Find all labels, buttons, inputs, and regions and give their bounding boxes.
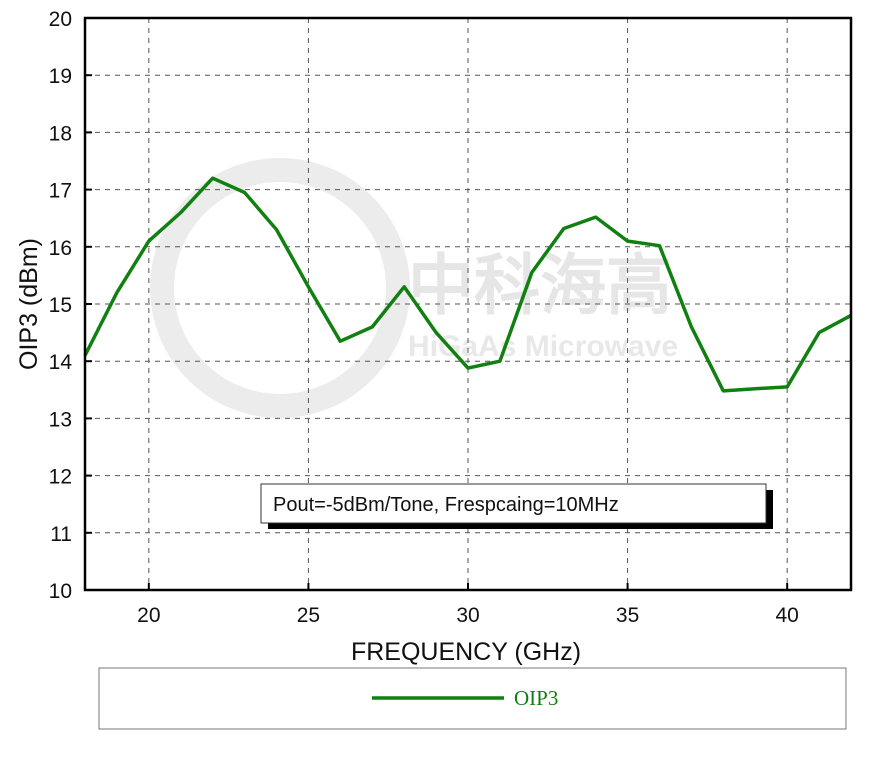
series-line-oip3 <box>83 176 852 393</box>
x-axis-title: FREQUENCY (GHz) <box>351 638 581 666</box>
annotation-box: Pout=-5dBm/Tone, Frespcaing=10MHz <box>260 483 773 529</box>
y-tick-label: 15 <box>49 294 72 317</box>
series-layer <box>83 176 852 393</box>
y-tick-label: 11 <box>50 523 72 546</box>
x-tick-label: 35 <box>616 604 639 627</box>
watermark-logo <box>150 158 410 418</box>
y-tick-label: 13 <box>49 408 72 431</box>
plot-frame <box>83 16 853 592</box>
y-tick-label: 16 <box>49 237 72 260</box>
axis-ticks: 10 11 12 13 14 15 16 17 18 19 20 20 25 30 35 40 <box>49 8 799 627</box>
grid <box>85 18 851 590</box>
watermark-english-text: HiGaAs Microwave <box>408 330 678 363</box>
y-tick-label: 10 <box>49 580 72 603</box>
y-tick-label: 12 <box>49 466 72 489</box>
x-tick-label: 40 <box>775 604 798 627</box>
annotation-frame <box>260 483 767 524</box>
y-tick-label: 18 <box>49 122 72 145</box>
x-tick-label: 30 <box>456 604 479 627</box>
x-tick-label: 20 <box>137 604 160 627</box>
x-tick-label: 25 <box>297 604 320 627</box>
watermark: 中科海高 HiGaAs Microwave <box>150 158 678 418</box>
y-tick-label: 19 <box>49 65 72 88</box>
legend: OIP3 <box>98 667 847 730</box>
y-axis-title: OIP3 (dBm) <box>15 238 43 370</box>
annotation-text: Pout=-5dBm/Tone, Frespcaing=10MHz <box>273 494 619 516</box>
y-tick-label: 17 <box>49 180 72 203</box>
legend-label-oip3: OIP3 <box>514 686 558 710</box>
y-tick-label: 14 <box>49 351 73 374</box>
y-tick-label: 20 <box>49 8 72 31</box>
